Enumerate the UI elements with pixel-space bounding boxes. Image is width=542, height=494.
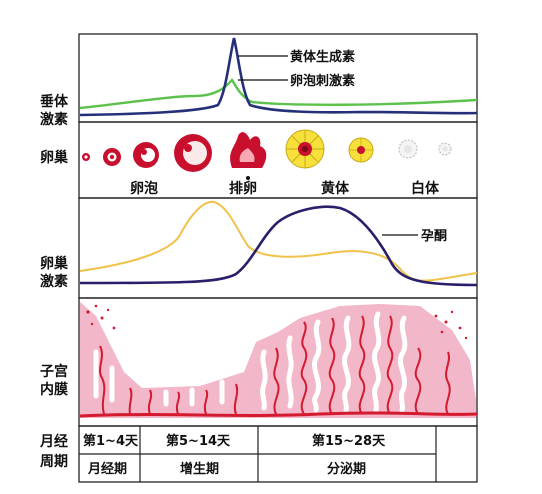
endometrium-label-line2: 内膜 [40, 381, 68, 398]
spiral-arteries [99, 315, 451, 415]
pituitary-label-line2: 激素 [40, 111, 68, 128]
follicle-stage-label: 卵泡 [130, 180, 158, 197]
corpus-luteum-small [348, 137, 374, 163]
phase-cell-1: 月经期 [87, 461, 127, 477]
pituitary-panel-frame [78, 33, 478, 123]
endometrial-glands [93, 311, 408, 413]
progesterone-label: 孕酮 [421, 229, 447, 244]
pituitary-chart: 黄体生成素 卵泡刺激素 [79, 37, 478, 117]
row-labels: 垂体 激素 卵巢 卵巢 激素 子宫 内膜 月经 周期 [39, 93, 69, 470]
cycle-label-line2: 周期 [40, 454, 68, 470]
primordial-follicle [82, 153, 90, 161]
ovary-stages: 卵泡 排卵 黄体 白体 [82, 129, 452, 197]
estrogen-curve [79, 200, 478, 282]
basal-vessel [79, 411, 478, 418]
pituitary-label-line1: 垂体 [40, 93, 69, 110]
corpus-luteum-stage-label: 黄体 [321, 180, 350, 197]
fsh-label: 卵泡刺激素 [290, 73, 355, 89]
lh-label: 黄体生成素 [290, 49, 355, 65]
shedding-debris [86, 304, 468, 340]
ruptured-follicle [230, 132, 267, 180]
lh-curve [79, 37, 478, 117]
ovary-label: 卵巢 [40, 149, 69, 166]
corpus-albicans-stage-label: 白体 [411, 180, 440, 197]
fsh-curve [79, 78, 478, 110]
phase-cell-2: 增生期 [180, 461, 219, 477]
ovulation-stage-label: 排卵 [229, 180, 257, 197]
day-range-cell-2: 第5~14天 [166, 433, 231, 449]
phase-cell-3: 分泌期 [327, 461, 366, 477]
day-range-cell-3: 第15~28天 [312, 433, 386, 449]
progesterone-curve [79, 205, 478, 287]
corpus-albicans-large [398, 139, 418, 159]
ovarian-hormone-chart: 孕酮 [79, 200, 478, 287]
mature-follicle [174, 134, 212, 172]
primary-follicle [103, 148, 121, 166]
ovarian-hormone-label-line2: 激素 [40, 273, 68, 290]
cycle-table: 第1~4天 第5~14天 第15~28天 月经期 增生期 分泌期 [79, 426, 437, 482]
endometrium-label-line1: 子宫 [40, 363, 68, 380]
corpus-luteum-large [285, 129, 325, 169]
day-range-cell-1: 第1~4天 [83, 433, 139, 449]
ovarian-hormone-label-line1: 卵巢 [40, 255, 69, 272]
secondary-follicle [133, 142, 159, 168]
endometrium-illustration [79, 302, 478, 418]
corpus-albicans-small [438, 142, 452, 156]
cycle-label-line1: 月经 [39, 433, 68, 450]
